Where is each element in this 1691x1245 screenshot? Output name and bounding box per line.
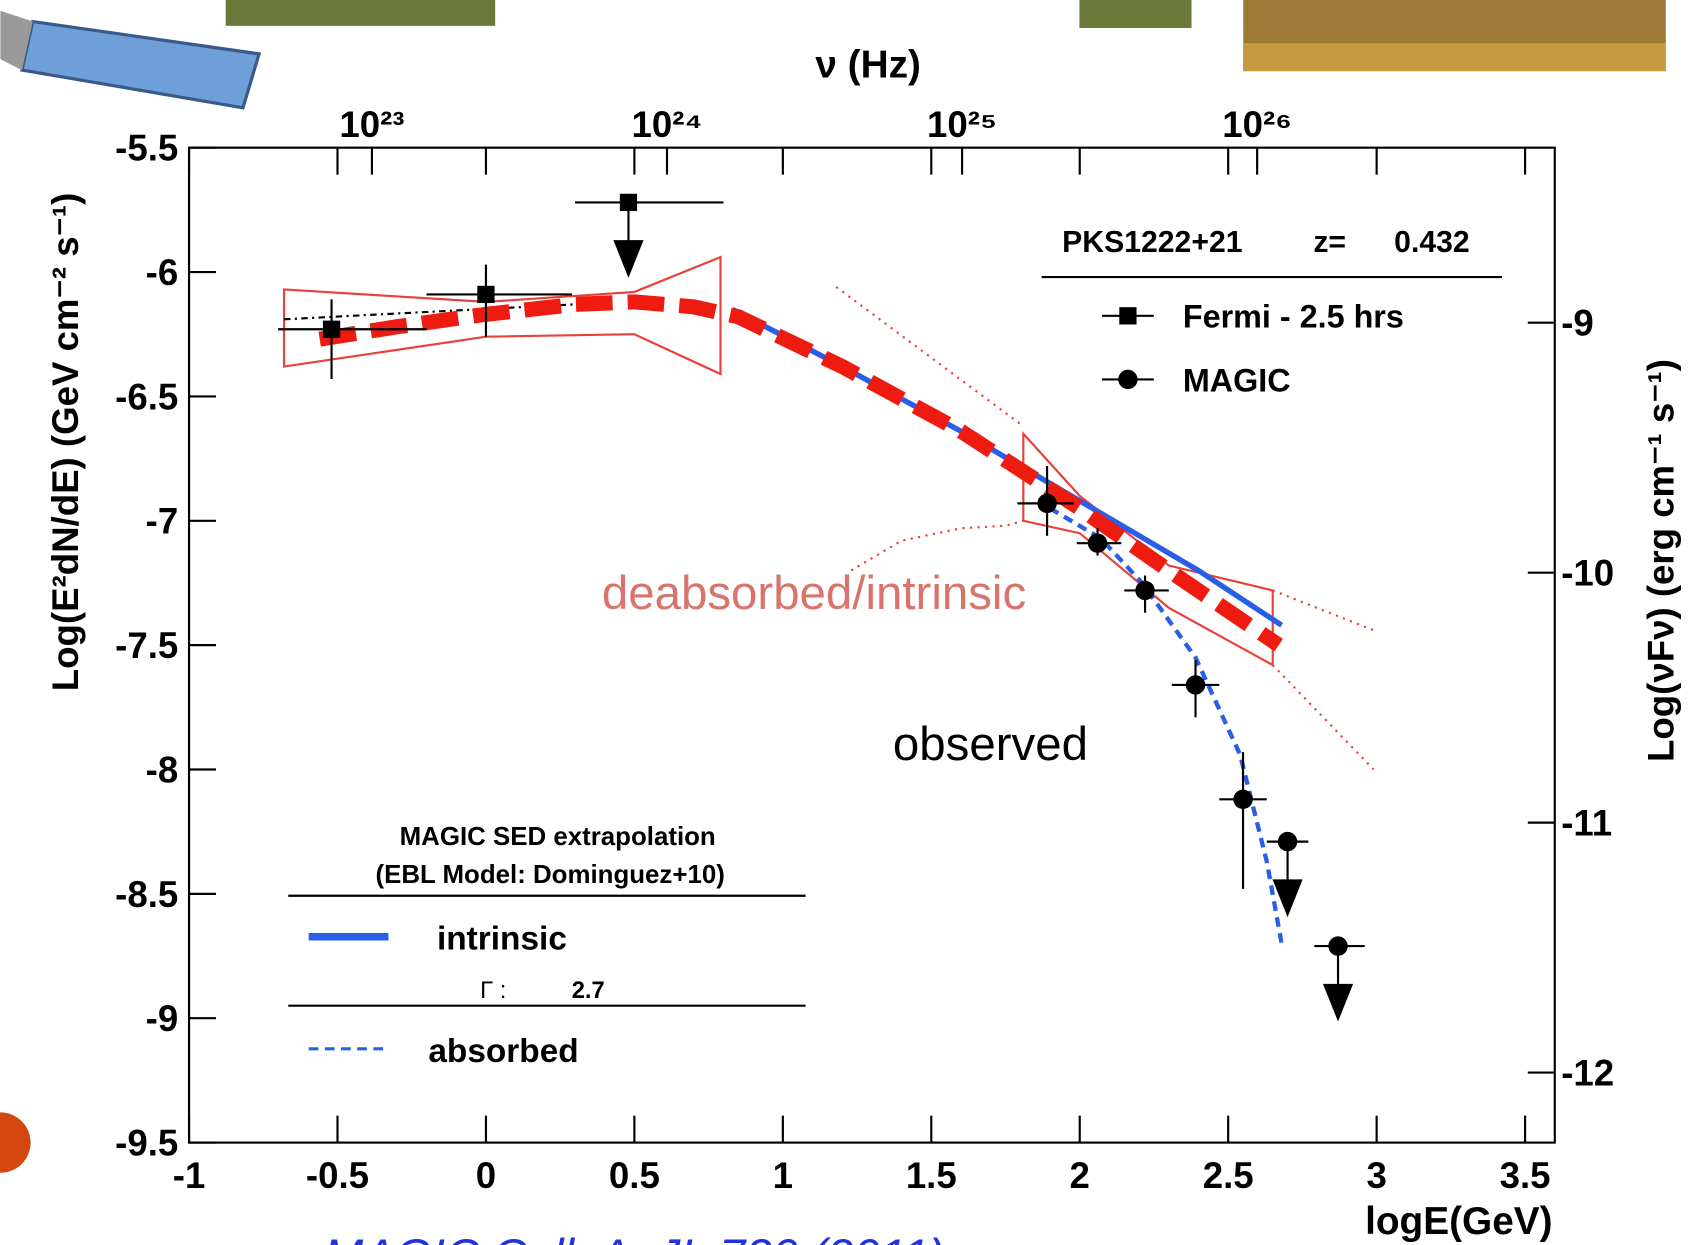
x-tick-label: 2 — [1070, 1155, 1090, 1196]
x-tick-label: -1 — [173, 1155, 206, 1196]
header-box — [1079, 0, 1192, 29]
data-point — [322, 320, 341, 338]
x2-tick-label: 10²⁴ — [631, 104, 702, 145]
data-point — [477, 285, 495, 304]
curve — [850, 519, 1024, 572]
y2-tick-label: -11 — [1561, 803, 1612, 844]
y2-axis-title: Log(νFν) (erg cm⁻¹ s⁻¹) — [1640, 359, 1681, 762]
x-tick-label: 3.5 — [1500, 1155, 1551, 1196]
x-tick-label: 1 — [773, 1155, 793, 1196]
y-tick-label: -8 — [146, 749, 179, 790]
y-axis-title: Log(E²dN/dE) (GeV cm⁻² s⁻¹) — [45, 193, 86, 692]
data-point — [1233, 789, 1253, 810]
legend-marker — [1119, 307, 1137, 325]
upper-limit-arrow — [1272, 879, 1303, 918]
data-point — [1135, 580, 1155, 601]
y-tick-label: -9 — [146, 998, 179, 1039]
annotation: deabsorbed/intrinsic — [602, 567, 1026, 620]
satellite-image — [20, 19, 262, 110]
box-subtitle: (EBL Model: Dominguez+10) — [375, 861, 724, 889]
redshift-label: z= — [1313, 226, 1346, 259]
gamma-value: 2.7 — [572, 978, 605, 1004]
y-tick-label: -9.5 — [115, 1123, 178, 1164]
data-point — [619, 193, 638, 212]
telescope-photo — [1243, 43, 1666, 72]
y2-tick-label: -9 — [1561, 303, 1594, 344]
x-axis-title: logE(GeV) — [1365, 1200, 1553, 1243]
legend-label: intrinsic — [437, 921, 567, 958]
x-tick-label: -0.5 — [306, 1155, 369, 1196]
x-tick-label: 0 — [476, 1155, 496, 1196]
y-tick-label: -8.5 — [115, 874, 178, 915]
x-tick-label: 1.5 — [906, 1155, 957, 1196]
legend-label: Fermi - 2.5 hrs — [1183, 299, 1404, 335]
y-tick-label: -6 — [146, 252, 179, 293]
curve — [1272, 589, 1375, 632]
source-label: PKS1222+21 — [1062, 226, 1242, 259]
x-tick-label: 2.5 — [1203, 1155, 1254, 1196]
x2-axis-title: ν (Hz) — [815, 44, 921, 87]
data-point — [1277, 831, 1298, 852]
y2-tick-label: -10 — [1561, 553, 1614, 594]
data-point — [1185, 675, 1206, 695]
data-point — [1087, 533, 1108, 553]
satellite-image — [0, 10, 33, 71]
x2-tick-label: 10²³ — [339, 104, 404, 145]
curve — [318, 294, 1283, 652]
header-box — [225, 0, 496, 26]
curve — [1048, 506, 1284, 944]
upper-limit-arrow — [1322, 983, 1354, 1022]
curve — [1271, 664, 1375, 771]
y-tick-label: -7.5 — [115, 625, 178, 666]
y2-tick-label: -12 — [1561, 1053, 1614, 1094]
data-point — [1328, 936, 1348, 956]
decoration-circle — [0, 1112, 31, 1173]
curve — [835, 286, 1024, 428]
y-tick-label: -6.5 — [115, 376, 178, 417]
redshift-value: 0.432 — [1394, 226, 1470, 259]
x-tick-label: 0.5 — [609, 1155, 660, 1196]
x2-tick-label: 10²⁵ — [927, 104, 997, 145]
data-point — [1037, 493, 1057, 514]
gamma-label: Γ : — [480, 978, 506, 1004]
butterfly — [282, 255, 722, 376]
legend-label: MAGIC — [1183, 362, 1291, 398]
annotation: observed — [893, 718, 1088, 771]
x-tick-label: 3 — [1366, 1155, 1386, 1196]
y-tick-label: -5.5 — [115, 128, 178, 169]
y-tick-label: -7 — [146, 501, 179, 542]
box-title: MAGIC SED extrapolation — [400, 823, 716, 851]
x2-tick-label: 10²⁶ — [1222, 104, 1292, 145]
citation: MAGIC Coll. ApJL 730 (2011) — [324, 1230, 945, 1245]
legend-label: absorbed — [428, 1033, 578, 1070]
upper-limit-arrow — [613, 240, 644, 278]
legend-marker — [1118, 369, 1138, 390]
